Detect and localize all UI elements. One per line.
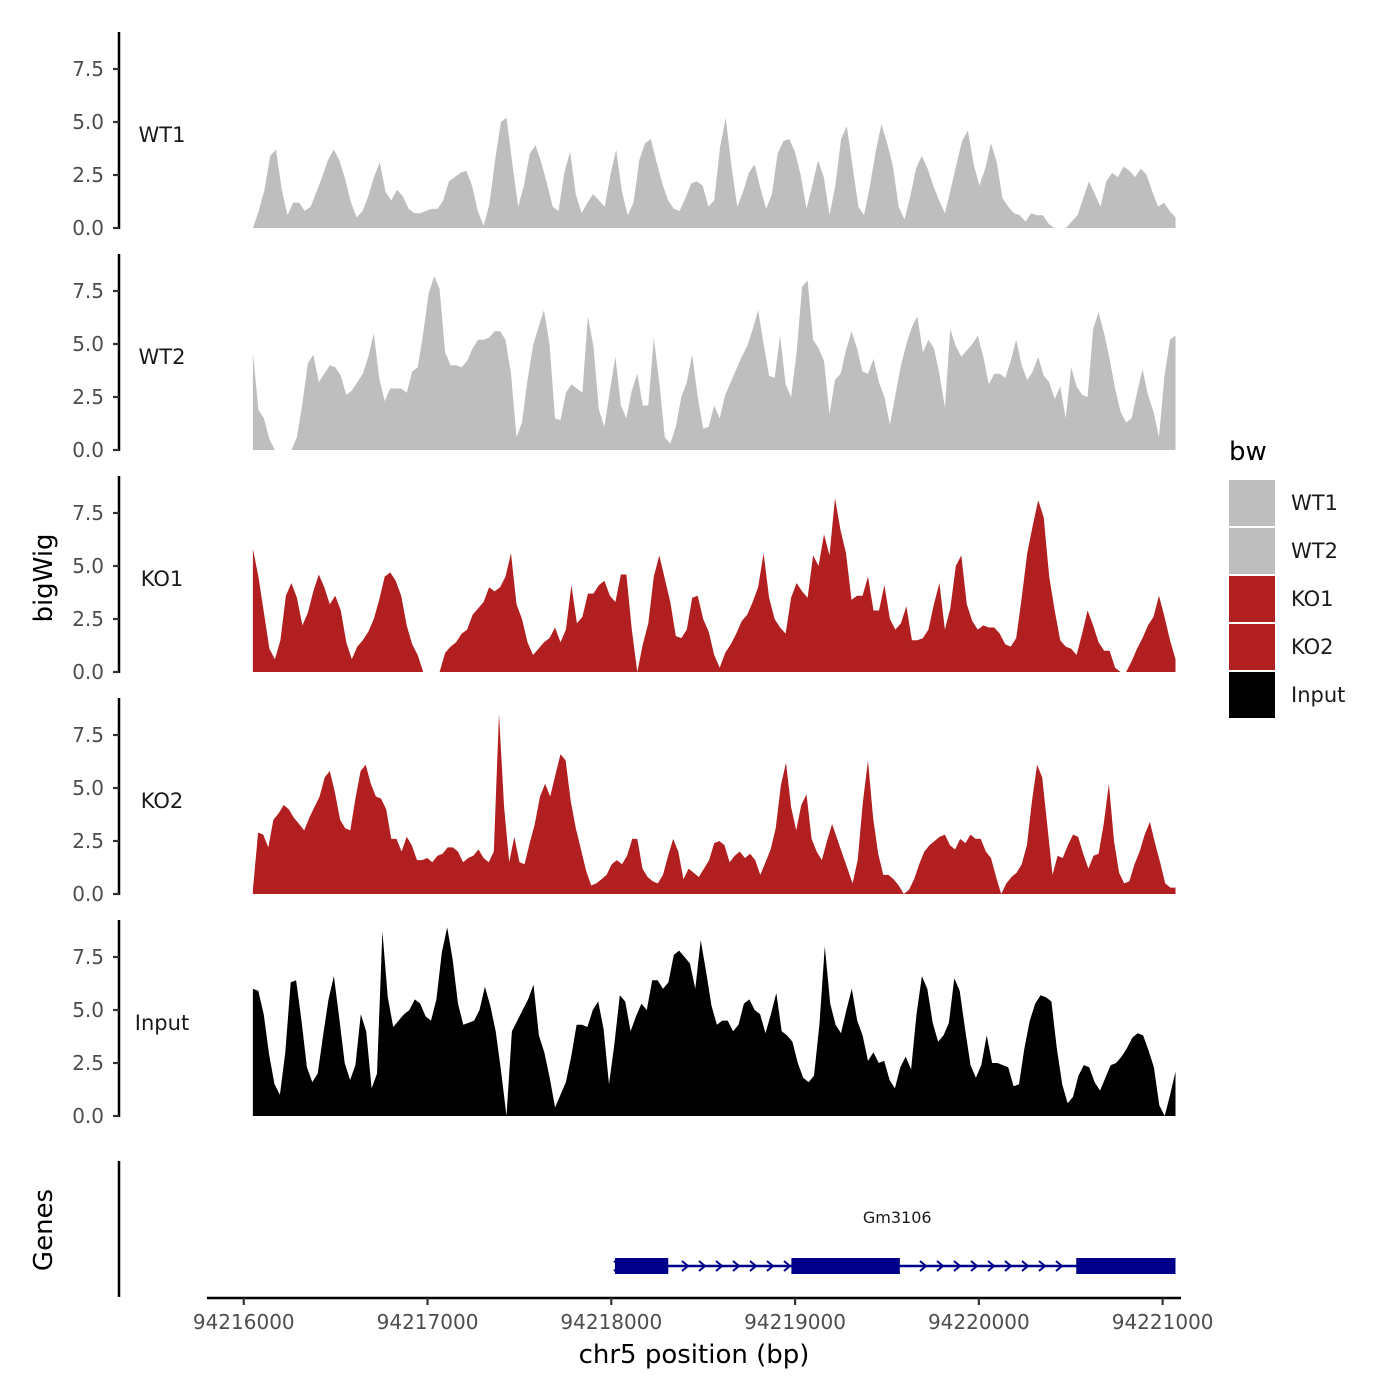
y-tick-label: 7.5	[72, 279, 104, 303]
y-tick-label: 0.0	[72, 1104, 104, 1128]
y-tick-label: 7.5	[72, 57, 104, 81]
strand-arrow	[749, 1260, 758, 1272]
bigwig-tracks: 0.0 2.5 5.0 7.5 WT1 0.0 2.5 5.0 7.5 WT2 0.0 2.5 5.0 7…	[72, 32, 1176, 1128]
y-axis-title: bigWig	[29, 533, 59, 622]
y-tick-label: 2.5	[72, 385, 104, 409]
legend-label-input: Input	[1291, 683, 1345, 707]
genes-axis-title: Genes	[29, 1189, 59, 1271]
x-tick-label: 94217000	[377, 1310, 479, 1334]
y-tick-label: 0.0	[72, 216, 104, 240]
track-wt2: 0.0 2.5 5.0 7.5 WT2	[72, 254, 1176, 462]
x-tick-label: 94219000	[744, 1310, 846, 1334]
track-input: 0.0 2.5 5.0 7.5 Input	[72, 920, 1176, 1128]
area-ko2	[252, 713, 1176, 894]
area-ko1	[252, 498, 1176, 672]
legend-key-wt1	[1229, 480, 1275, 526]
strand-arrow	[1021, 1260, 1030, 1272]
area-wt1	[252, 117, 1176, 228]
y-tick-label: 7.5	[72, 501, 104, 525]
strand-arrow	[681, 1260, 690, 1272]
legend-key-ko1	[1229, 576, 1275, 622]
strand-arrow	[783, 1260, 792, 1272]
track-label-wt1: WT1	[139, 123, 186, 147]
legend: bw WT1 WT2 KO1 KO2 Input	[1229, 437, 1345, 718]
y-tick-label: 5.0	[72, 776, 104, 800]
y-tick-label: 0.0	[72, 438, 104, 462]
y-tick-label: 2.5	[72, 607, 104, 631]
y-tick-label: 5.0	[72, 110, 104, 134]
gene-exon	[791, 1258, 900, 1274]
track-label-ko2: KO2	[141, 789, 184, 813]
track-label-wt2: WT2	[139, 345, 186, 369]
strand-arrow	[698, 1260, 707, 1272]
strand-arrow	[919, 1260, 928, 1272]
strand-arrow	[1004, 1260, 1013, 1272]
track-label-input: Input	[135, 1011, 189, 1035]
x-tick-label: 94218000	[560, 1310, 662, 1334]
y-tick-label: 2.5	[72, 163, 104, 187]
strand-arrow	[987, 1260, 996, 1272]
strand-arrow	[732, 1260, 741, 1272]
strand-arrow	[1055, 1260, 1064, 1272]
y-tick-label: 0.0	[72, 660, 104, 684]
y-tick-label: 5.0	[72, 332, 104, 356]
x-axis-title: chr5 position (bp)	[579, 1340, 810, 1370]
legend-key-ko2	[1229, 624, 1275, 670]
gene-label: Gm3106	[863, 1208, 932, 1227]
strand-arrow	[1038, 1260, 1047, 1272]
gene-gm3106: Gm3106	[613, 1208, 1176, 1274]
x-tick-label: 94220000	[928, 1310, 1030, 1334]
strand-arrow	[766, 1260, 775, 1272]
x-axis: 94216000 94217000 94218000 94219000 94220000…	[193, 1296, 1214, 1334]
strand-arrow	[715, 1260, 724, 1272]
gene-exon	[614, 1258, 669, 1274]
legend-key-wt2	[1229, 528, 1275, 574]
legend-title: bw	[1229, 437, 1267, 467]
strand-arrow	[970, 1260, 979, 1272]
track-ko2: 0.0 2.5 5.0 7.5 KO2	[72, 698, 1176, 906]
legend-label-wt2: WT2	[1291, 539, 1338, 563]
y-tick-label: 7.5	[72, 723, 104, 747]
y-tick-label: 7.5	[72, 945, 104, 969]
area-wt2	[252, 276, 1176, 450]
y-tick-label: 2.5	[72, 829, 104, 853]
x-tick-label: 94221000	[1112, 1310, 1214, 1334]
area-input	[252, 927, 1176, 1116]
legend-label-ko1: KO1	[1291, 587, 1334, 611]
legend-label-wt1: WT1	[1291, 491, 1338, 515]
genes-panel: Gm3106	[117, 1161, 1176, 1297]
y-tick-label: 2.5	[72, 1051, 104, 1075]
track-ko1: 0.0 2.5 5.0 7.5 KO1	[72, 476, 1176, 684]
legend-label-ko2: KO2	[1291, 635, 1334, 659]
track-wt1: 0.0 2.5 5.0 7.5 WT1	[72, 32, 1176, 240]
strand-arrow	[953, 1260, 962, 1272]
legend-key-input	[1229, 672, 1275, 718]
track-label-ko1: KO1	[141, 567, 184, 591]
strand-arrow	[936, 1260, 945, 1272]
y-tick-label: 5.0	[72, 998, 104, 1022]
x-tick-label: 94216000	[193, 1310, 295, 1334]
y-tick-label: 0.0	[72, 882, 104, 906]
y-tick-label: 5.0	[72, 554, 104, 578]
gene-exon	[1076, 1258, 1176, 1274]
